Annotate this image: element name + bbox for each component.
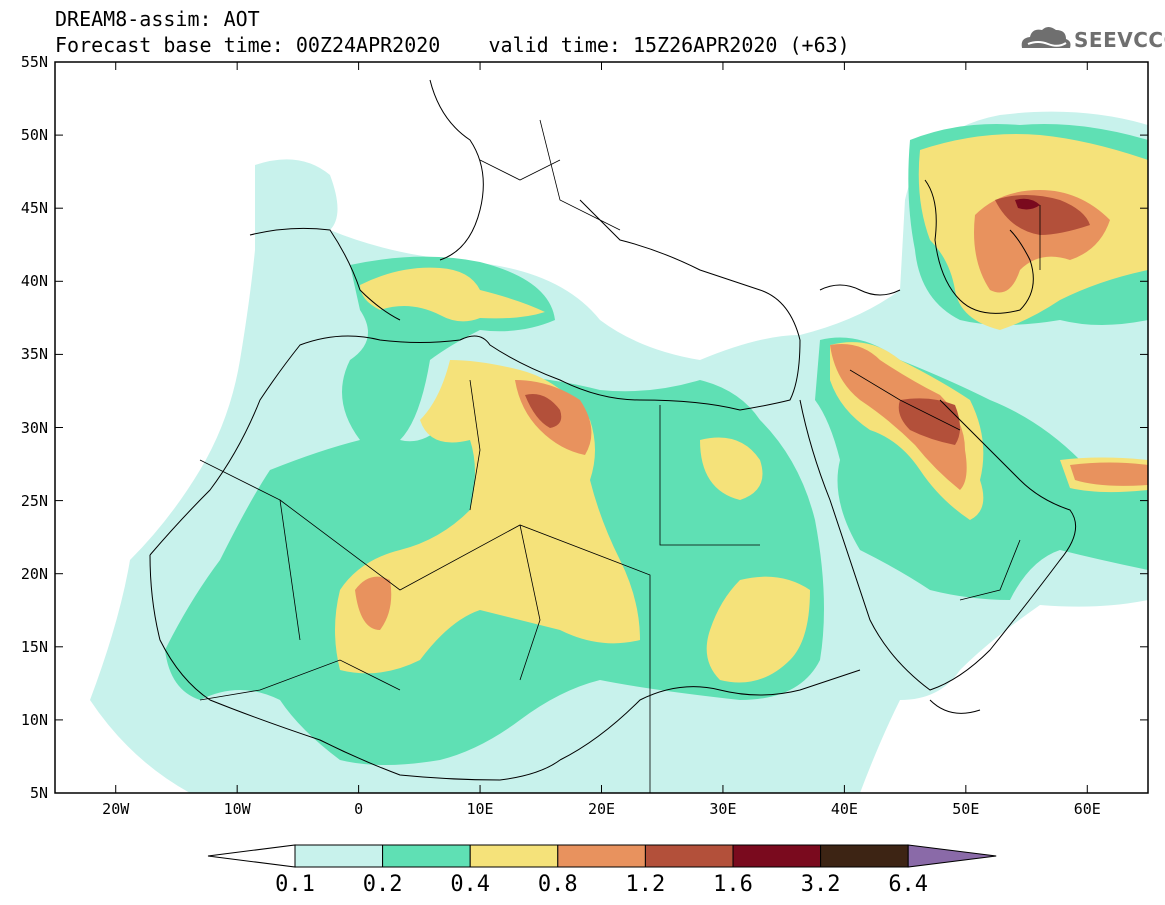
colorbar-tick-label: 0.4 (450, 872, 491, 897)
colorbar-tick-label: 3.2 (800, 872, 841, 897)
lon-tick-label: 0 (354, 800, 364, 818)
colorbar-tick-label: 1.6 (713, 872, 753, 897)
aot-level-1.2 (525, 195, 1090, 445)
lat-tick-label: 20N (20, 564, 48, 583)
lat-tick-label: 50N (20, 126, 48, 145)
aot-contours (90, 111, 1148, 793)
valid-time-label: valid time: 15Z26APR2020 (+63) (488, 33, 850, 57)
lat-tick-label: 35N (20, 345, 48, 364)
logo-text: SEEVCCC (1074, 28, 1165, 52)
lat-tick-label: 45N (20, 199, 48, 218)
cloud-logo-icon (1021, 27, 1071, 48)
colorbar-tick-label: 0.8 (537, 872, 578, 897)
lat-tick-label: 40N (20, 272, 48, 291)
aot-level-0.4 (335, 134, 1148, 683)
colorbar-tick-label: 1.2 (625, 872, 666, 897)
lon-tick-label: 10E (466, 800, 494, 818)
coastlines (149, 79, 1077, 781)
lat-tick-label: 10N (20, 710, 48, 729)
lat-tick-label: 25N (20, 491, 48, 510)
base-time-label: Forecast base time: 00Z24APR2020 (55, 33, 441, 57)
lon-tick-label: 20E (587, 800, 616, 818)
lat-tick-label: 15N (20, 637, 48, 656)
lat-tick-label: 30N (20, 418, 48, 437)
lon-tick-label: 60E (1073, 800, 1101, 818)
colorbar-tick-label: 6.4 (888, 872, 929, 897)
map-title: DREAM8-assim: AOT (55, 7, 260, 31)
lon-tick-label: 20W (102, 800, 130, 818)
lat-tick-label: 55N (20, 53, 48, 71)
colorbar-tick-label: 0.1 (275, 872, 315, 897)
aot-level-1.6 (1015, 198, 1040, 210)
aot-level-0.8 (355, 190, 1148, 630)
borders (199, 119, 1041, 793)
lon-tick-label: 30E (709, 800, 737, 818)
axis-ticks (55, 61, 1148, 794)
lat-tick-label: 5N (29, 784, 48, 802)
colorbar-tick-label: 0.2 (362, 872, 403, 897)
lon-tick-label: 50E (952, 800, 980, 818)
lon-tick-label: 40E (830, 800, 858, 818)
map-subtitle: Forecast base time: 00Z24APR2020 valid t… (55, 34, 850, 56)
lon-tick-label: 10W (223, 800, 251, 818)
